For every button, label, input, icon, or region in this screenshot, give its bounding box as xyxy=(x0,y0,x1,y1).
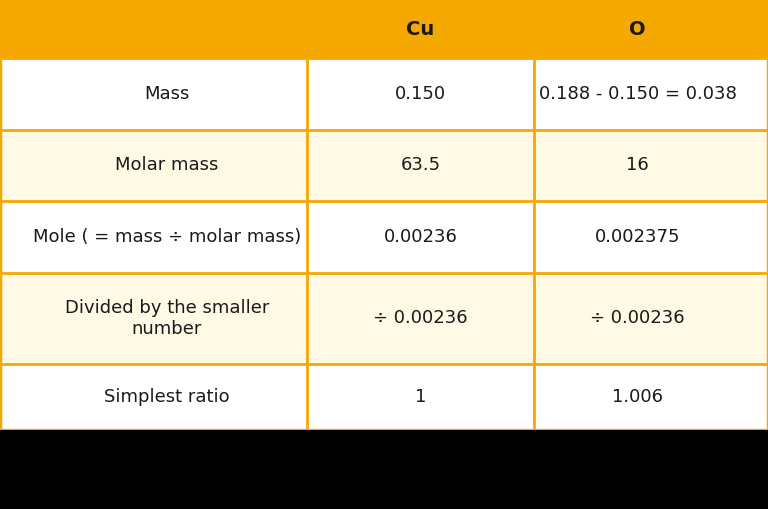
Bar xyxy=(0,58,768,130)
Text: 0.150: 0.150 xyxy=(395,85,446,103)
Text: 1.006: 1.006 xyxy=(612,388,663,406)
Bar xyxy=(0,273,768,363)
Text: 0.188 - 0.150 = 0.038: 0.188 - 0.150 = 0.038 xyxy=(538,85,737,103)
Text: 0.00236: 0.00236 xyxy=(383,228,458,246)
Text: Simplest ratio: Simplest ratio xyxy=(104,388,230,406)
Text: 63.5: 63.5 xyxy=(400,156,441,175)
Bar xyxy=(0,201,768,273)
Text: ÷ 0.00236: ÷ 0.00236 xyxy=(590,309,685,327)
Text: Cu: Cu xyxy=(406,19,435,39)
Bar xyxy=(0,363,768,430)
Text: 16: 16 xyxy=(626,156,649,175)
Bar xyxy=(0,0,768,58)
Text: Mass: Mass xyxy=(144,85,190,103)
Text: Mole ( = mass ÷ molar mass): Mole ( = mass ÷ molar mass) xyxy=(33,228,301,246)
Text: 1: 1 xyxy=(415,388,426,406)
Text: 0.002375: 0.002375 xyxy=(594,228,680,246)
Text: Molar mass: Molar mass xyxy=(115,156,219,175)
Text: O: O xyxy=(629,19,646,39)
Bar xyxy=(0,130,768,201)
Text: Divided by the smaller
number: Divided by the smaller number xyxy=(65,299,270,337)
Text: ÷ 0.00236: ÷ 0.00236 xyxy=(373,309,468,327)
